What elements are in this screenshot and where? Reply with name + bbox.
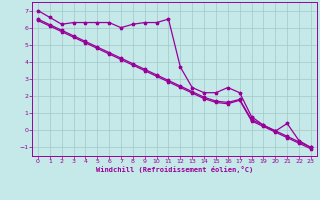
X-axis label: Windchill (Refroidissement éolien,°C): Windchill (Refroidissement éolien,°C) <box>96 166 253 173</box>
